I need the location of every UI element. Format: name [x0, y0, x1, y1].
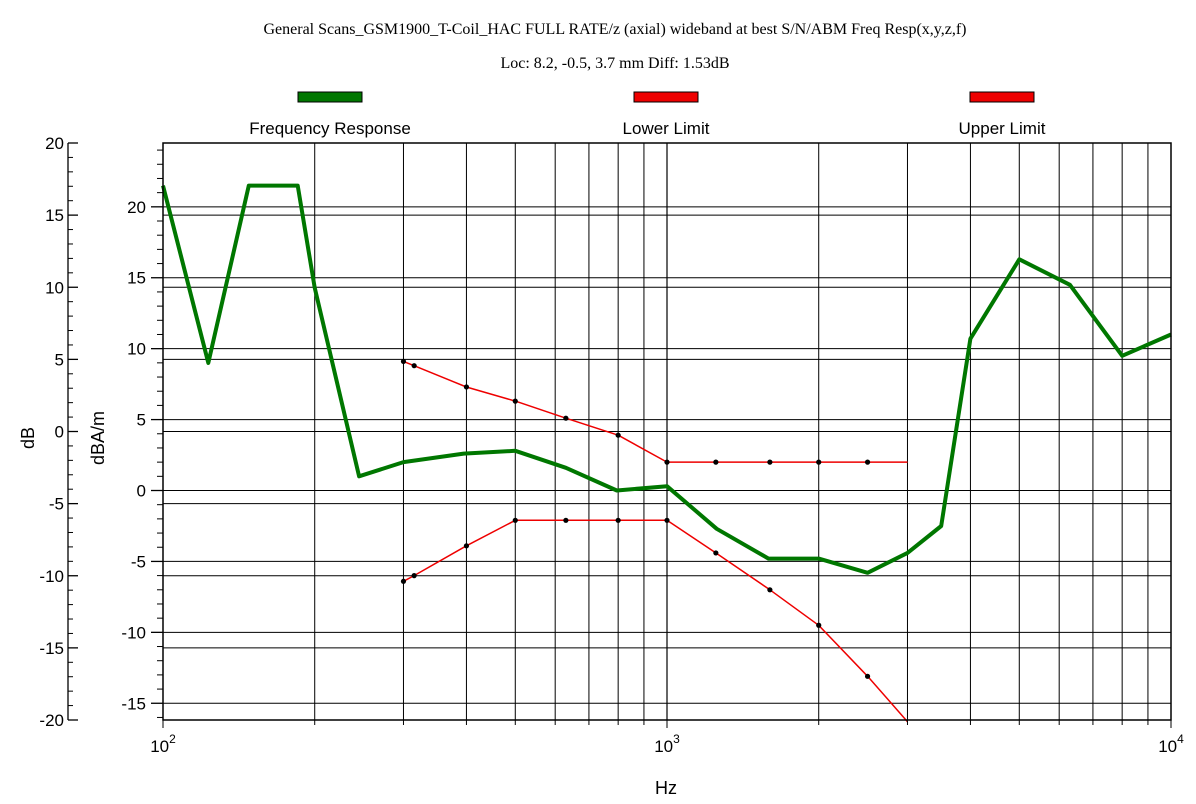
- left-tick-label: 15: [45, 206, 64, 225]
- series-marker: [512, 398, 518, 404]
- x-tick-label: 104: [1158, 732, 1184, 756]
- series-line-upper-limit: [403, 360, 908, 463]
- series-marker: [411, 573, 417, 579]
- series-marker: [864, 459, 871, 465]
- series-marker: [411, 363, 417, 369]
- series-marker: [816, 622, 822, 628]
- legend-swatch: [297, 91, 363, 103]
- legend-label: Lower Limit: [623, 119, 710, 138]
- legend-swatch: [633, 91, 699, 103]
- series-marker: [864, 673, 871, 679]
- series-marker: [400, 358, 407, 365]
- series-marker: [767, 587, 773, 593]
- left-y-axis: 20 15 10 5 0 -5 -10 -15 -20: [39, 134, 78, 730]
- left-y-axis-title: dB: [18, 427, 38, 449]
- right-tick-label: 10: [127, 340, 146, 359]
- left-tick-label: -15: [39, 639, 64, 658]
- right-tick-label: 20: [127, 198, 146, 217]
- series-marker: [713, 459, 719, 465]
- series-marker: [563, 415, 569, 421]
- right-tick-label: -10: [121, 623, 146, 642]
- left-tick-label: 5: [55, 350, 64, 369]
- legend-label: Upper Limit: [959, 119, 1046, 138]
- left-tick-label: -10: [39, 567, 64, 586]
- right-tick-label: -5: [131, 552, 146, 571]
- right-y-axis: 20 15 10 5 0 -5 -10 -15: [121, 149, 163, 718]
- right-tick-label: 0: [137, 482, 146, 501]
- series-layer: [161, 183, 1172, 723]
- left-tick-label: 0: [55, 423, 64, 442]
- series-marker: [767, 459, 773, 465]
- right-tick-label: 15: [127, 269, 146, 288]
- right-tick-label: -15: [121, 694, 146, 713]
- series-marker: [563, 517, 569, 523]
- series-line-lower-limit: [403, 519, 909, 723]
- series-marker: [463, 543, 470, 549]
- series-marker: [615, 432, 621, 438]
- series-line-frequency-response: [161, 183, 1172, 575]
- right-y-axis-title: dBA/m: [88, 411, 108, 465]
- series-marker: [664, 517, 670, 523]
- chart-subtitle: Loc: 8.2, -0.5, 3.7 mm Diff: 1.53dB: [500, 55, 729, 72]
- series-marker: [400, 578, 407, 584]
- left-tick-label: 10: [45, 278, 64, 297]
- left-tick-label: -20: [39, 711, 64, 730]
- x-tick-label: 103: [654, 732, 680, 756]
- x-tick-label: 102: [150, 732, 176, 756]
- series-marker: [664, 459, 670, 465]
- series-marker: [713, 550, 719, 556]
- series-marker: [512, 517, 518, 523]
- series-marker: [463, 384, 470, 390]
- left-tick-label: -5: [49, 495, 64, 514]
- right-tick-label: 5: [137, 411, 146, 430]
- legend: Frequency Response Lower Limit Upper Limit: [249, 91, 1046, 138]
- legend-swatch: [969, 91, 1035, 103]
- legend-label: Frequency Response: [249, 119, 411, 138]
- left-tick-label: 20: [45, 134, 64, 153]
- series-marker: [816, 459, 822, 465]
- x-axis-title: Hz: [655, 778, 677, 798]
- chart-title: General Scans_GSM1900_T-Coil_HAC FULL RA…: [263, 21, 966, 38]
- x-axis: 102 103 104: [150, 720, 1184, 756]
- series-marker: [615, 517, 621, 523]
